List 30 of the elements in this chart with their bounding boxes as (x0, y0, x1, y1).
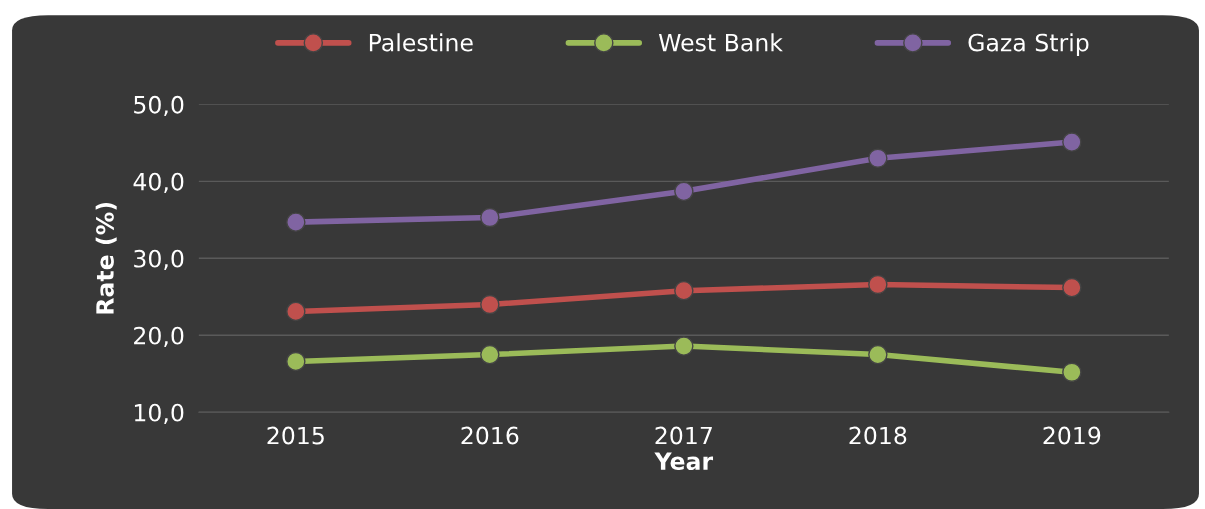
x-tick-label: 2015 (267, 426, 324, 445)
point (1062, 132, 1082, 152)
point (1062, 277, 1082, 298)
point (868, 274, 888, 295)
point (674, 181, 694, 202)
y-tick-label: 50,0 (134, 95, 184, 117)
x-tick-label: 2017 (655, 426, 712, 445)
point (480, 294, 500, 315)
point (674, 336, 694, 356)
point (286, 351, 306, 372)
point (480, 344, 500, 365)
legend-label: Gaza Strip (968, 33, 1089, 57)
y-tick-label: 10,0 (134, 403, 184, 425)
point (286, 212, 306, 232)
point (868, 344, 888, 365)
point (674, 280, 694, 301)
y-axis-title: Rate (%) (95, 202, 117, 314)
x-axis-title: Year (654, 452, 714, 471)
y-tick-label: 20,0 (134, 326, 184, 348)
y-tick-label: 40,0 (133, 172, 184, 194)
y-tick-label: 30,0 (134, 249, 184, 271)
legend-label: Palestine (369, 33, 473, 52)
x-tick-label: 2016 (461, 426, 519, 445)
point (1062, 362, 1082, 382)
x-tick-label: 2019 (1043, 426, 1101, 445)
legend-label: West Bank (658, 33, 783, 52)
point (868, 148, 888, 168)
point (480, 207, 500, 228)
x-tick-label: 2018 (849, 426, 907, 445)
point (286, 301, 306, 322)
